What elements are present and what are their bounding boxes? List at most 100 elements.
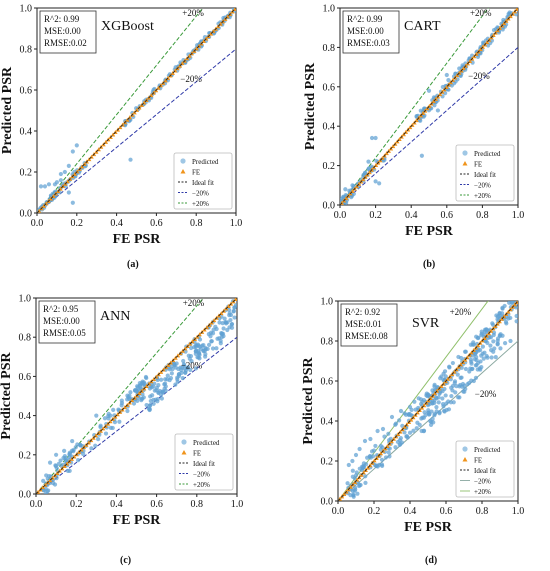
predicted-point	[219, 335, 224, 340]
y-tick-label: 1.0	[20, 4, 33, 15]
predicted-point	[485, 355, 490, 360]
predicted-point	[66, 190, 71, 195]
predicted-point	[103, 431, 109, 436]
predicted-point	[417, 422, 422, 427]
predicted-point	[379, 457, 385, 462]
predicted-point	[393, 445, 398, 450]
stats-box: R^2: 0.99 MSE:0.00 RMSE:0.02	[39, 10, 97, 54]
legend-label: Predicted	[193, 439, 220, 447]
stat-line: R^2: 0.95	[43, 304, 79, 314]
predicted-point	[482, 327, 488, 332]
predicted-point	[375, 428, 380, 434]
fe-point	[55, 471, 60, 476]
predicted-point	[373, 179, 378, 184]
predicted-point	[214, 346, 219, 351]
legend-frame	[455, 144, 515, 202]
predicted-point	[133, 388, 138, 393]
x-tick-label: 0.2	[368, 506, 381, 517]
predicted-point	[470, 366, 475, 371]
predicted-point	[108, 425, 113, 430]
predicted-point	[186, 353, 191, 358]
minus-20-label: −20%	[475, 389, 497, 399]
predicted-point	[498, 346, 503, 351]
legend-frame	[173, 152, 233, 210]
chart-svr: 0.0 0.2 0.4 0.6 0.8 1.0 0.0 0.2 0.4 0.6 0.8 1.0 FE P…	[301, 296, 524, 536]
predicted-point	[407, 411, 412, 417]
legend-label: FE	[192, 168, 200, 176]
predicted-point	[398, 441, 403, 447]
x-tick-label: 0.6	[150, 499, 163, 510]
predicted-point	[440, 84, 445, 90]
predicted-point	[353, 452, 359, 458]
x-tick-label: 1.0	[512, 210, 525, 221]
predicted-point	[425, 393, 430, 399]
predicted-point	[193, 366, 199, 371]
predicted-point	[206, 342, 212, 347]
predicted-point	[491, 330, 497, 335]
legend-label: −20%	[192, 189, 209, 197]
predicted-point	[151, 401, 156, 406]
x-axis-label: FE PSR	[405, 224, 454, 239]
predicted-point	[117, 419, 122, 424]
predicted-point	[218, 341, 223, 346]
predicted-point	[41, 478, 46, 483]
fe-point	[125, 117, 130, 122]
predicted-point	[345, 481, 350, 486]
predicted-point	[422, 410, 427, 415]
predicted-point	[414, 114, 419, 119]
fe-point	[365, 465, 371, 470]
predicted-point	[189, 359, 194, 364]
predicted-point	[407, 430, 413, 435]
predicted-point	[175, 375, 180, 380]
stats-box-frame	[342, 10, 400, 54]
stats-box: R^2: 0.99 MSE:0.00 RMSE:0.03	[342, 10, 400, 54]
predicted-point	[181, 358, 186, 364]
predicted-point	[173, 382, 178, 387]
fe-point	[173, 355, 178, 360]
predicted-point	[370, 454, 376, 459]
caption-a: (a)	[127, 259, 139, 270]
x-tick-label: 0.0	[334, 210, 347, 221]
predicted-point	[397, 418, 402, 423]
y-tick-label: 0.6	[19, 372, 32, 383]
predicted-point	[444, 401, 449, 406]
predicted-point	[501, 17, 506, 23]
predicted-point	[502, 341, 508, 346]
predicted-point	[400, 423, 405, 428]
predicted-point	[444, 72, 449, 78]
predicted-point	[159, 396, 164, 401]
predicted-point	[418, 397, 424, 402]
predicted-point	[46, 488, 51, 493]
y-tick-label: 0.0	[321, 497, 334, 508]
legend-predicted-marker	[462, 446, 468, 452]
chart-panel-c: 0.0 0.2 0.4 0.6 0.8 1.0 0.0 0.2 0.4 0.6 0.8 1.0 FE P…	[0, 285, 275, 570]
legend-label: −20%	[474, 181, 491, 189]
predicted-point	[350, 474, 355, 479]
predicted-point	[479, 329, 484, 334]
legend-predicted-marker	[181, 439, 187, 445]
predicted-point	[433, 395, 438, 400]
predicted-point	[89, 446, 94, 451]
predicted-point	[369, 449, 375, 454]
legend-frame	[174, 433, 234, 491]
predicted-point	[514, 296, 518, 300]
model-name: CART	[404, 19, 441, 34]
stat-line: MSE:0.00	[43, 316, 80, 326]
predicted-point	[54, 180, 60, 185]
predicted-point	[378, 443, 383, 449]
plus-20-label: +20%	[183, 298, 205, 308]
legend-label: Ideal fit	[193, 460, 215, 468]
minus-20-line	[36, 336, 237, 494]
y-tick-label: 0.6	[321, 377, 334, 388]
predicted-point	[357, 483, 362, 489]
predicted-point	[137, 381, 142, 386]
predicted-point	[455, 372, 460, 377]
caption-d: (d)	[425, 555, 438, 566]
y-tick-label: 0.8	[20, 45, 33, 56]
predicted-point	[196, 355, 201, 360]
predicted-point	[459, 365, 464, 370]
predicted-point	[490, 322, 496, 327]
legend-label: Ideal fit	[474, 171, 496, 179]
predicted-point	[197, 350, 202, 355]
predicted-point	[208, 334, 213, 339]
